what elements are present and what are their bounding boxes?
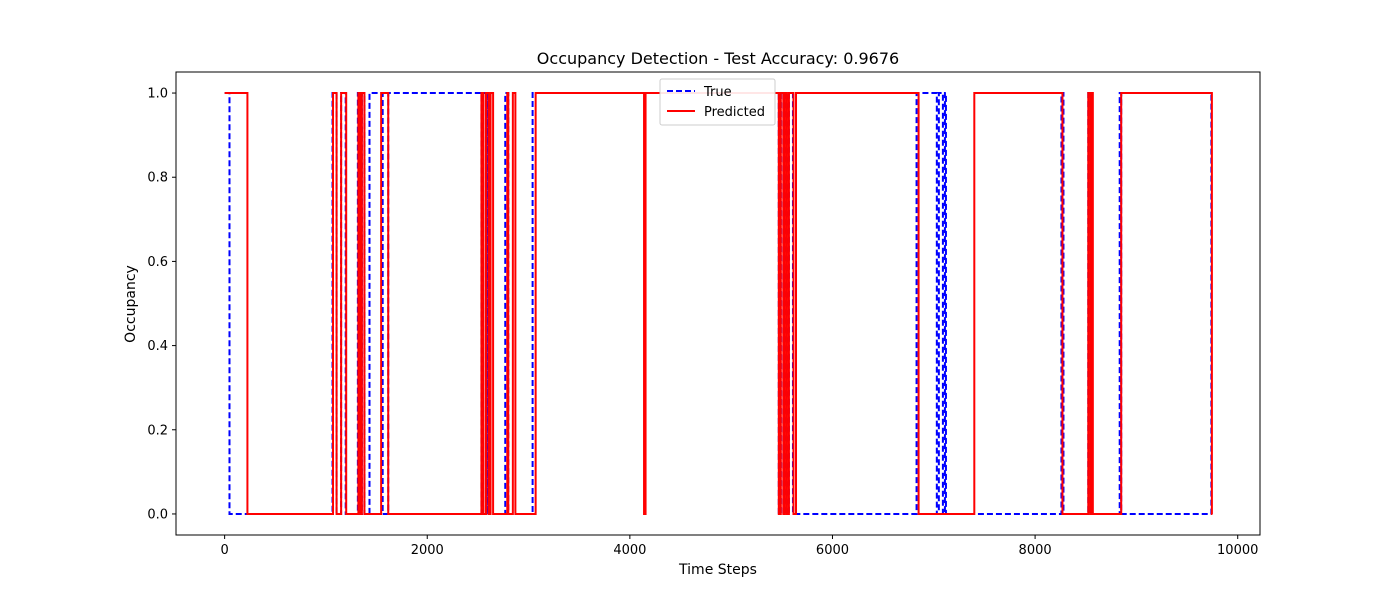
x-tick-label: 2000 [411, 543, 444, 558]
y-tick-label: 0.0 [147, 507, 168, 522]
axes: 0 2000 4000 6000 8000 10000 0.0 0.2 0.4 0.6 0.8 1.0 [147, 71, 1261, 558]
series-line-true [224, 92, 1213, 515]
y-axis-label: Occupancy [123, 265, 139, 343]
y-tick-label: 0.8 [147, 171, 168, 186]
y-tick-label: 1.0 [147, 87, 168, 102]
x-tick-label: 8000 [1019, 543, 1052, 558]
axes-frame [175, 71, 1261, 536]
legend-true-label: True [703, 85, 732, 100]
y-tick-label: 0.6 [147, 255, 168, 270]
legend-predicted-label: Predicted [704, 105, 765, 120]
series-line-predicted [224, 92, 1213, 515]
x-tick-label: 4000 [613, 543, 646, 558]
x-tick-label: 0 [220, 543, 228, 558]
plot-area [224, 92, 1213, 515]
y-tick-label: 0.2 [147, 423, 168, 438]
x-tick-label: 10000 [1217, 543, 1258, 558]
x-axis-label: Time Steps [678, 562, 757, 578]
y-tick-label: 0.4 [147, 339, 168, 354]
x-tick-label: 6000 [816, 543, 849, 558]
legend: True Predicted [659, 78, 776, 126]
chart-title: Occupancy Detection - Test Accuracy: 0.9… [537, 49, 899, 68]
